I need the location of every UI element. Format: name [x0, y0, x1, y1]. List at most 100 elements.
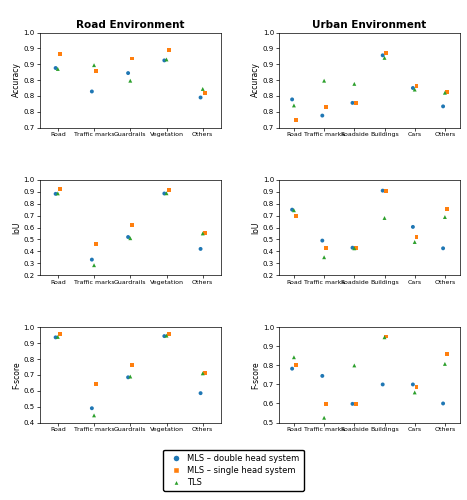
Point	[349, 400, 356, 408]
Point	[322, 103, 330, 111]
Point	[353, 244, 360, 252]
Point	[443, 88, 451, 96]
Y-axis label: Accuracy: Accuracy	[251, 62, 260, 98]
Point	[201, 229, 209, 237]
Point	[56, 186, 64, 194]
Y-axis label: F-score: F-score	[12, 361, 21, 389]
Point	[441, 213, 449, 221]
Legend: MLS – double head system, MLS – single head system, TLS: MLS – double head system, MLS – single h…	[163, 450, 304, 491]
Point	[322, 244, 330, 252]
Point	[54, 333, 62, 341]
Point	[88, 404, 96, 412]
Point	[56, 50, 64, 58]
Point	[351, 80, 358, 88]
Point	[322, 400, 330, 408]
Point	[92, 380, 100, 388]
Point	[124, 374, 132, 382]
Point	[129, 54, 136, 62]
Point	[165, 186, 172, 194]
Point	[290, 206, 297, 214]
Point	[161, 190, 168, 198]
Point	[379, 52, 386, 60]
Point	[199, 85, 206, 93]
Point	[441, 88, 449, 96]
Point	[290, 102, 297, 110]
Point	[90, 61, 98, 69]
Y-axis label: F-score: F-score	[251, 361, 260, 389]
Point	[320, 76, 328, 84]
Point	[90, 412, 98, 420]
Point	[351, 362, 358, 370]
Point	[320, 414, 328, 422]
Point	[165, 330, 172, 338]
Point	[411, 238, 418, 246]
Point	[289, 96, 296, 104]
Point	[127, 76, 134, 84]
Point	[353, 99, 360, 107]
Point	[52, 334, 59, 342]
Point	[381, 334, 388, 342]
Point	[413, 382, 420, 390]
Title: Road Environment: Road Environment	[76, 20, 184, 30]
Y-axis label: IoU: IoU	[251, 222, 260, 234]
Point	[382, 187, 390, 195]
Point	[54, 65, 62, 73]
Point	[409, 84, 417, 92]
Point	[197, 94, 204, 102]
Point	[201, 90, 209, 98]
Y-axis label: IoU: IoU	[12, 222, 21, 234]
Point	[439, 102, 447, 110]
Point	[127, 372, 134, 380]
Point	[382, 332, 390, 340]
Point	[292, 362, 299, 370]
Point	[439, 244, 447, 252]
Y-axis label: Accuracy: Accuracy	[12, 62, 21, 98]
Point	[56, 330, 64, 338]
Point	[379, 380, 386, 388]
Point	[441, 360, 449, 368]
Point	[124, 233, 132, 241]
Point	[90, 261, 98, 269]
Point	[379, 186, 386, 194]
Point	[349, 244, 356, 252]
Point	[320, 253, 328, 261]
Point	[52, 64, 59, 72]
Point	[129, 362, 136, 370]
Title: Urban Environment: Urban Environment	[312, 20, 426, 30]
Point	[199, 370, 206, 378]
Point	[163, 332, 170, 340]
Point	[409, 380, 417, 388]
Point	[411, 388, 418, 396]
Point	[88, 256, 96, 264]
Point	[351, 244, 358, 252]
Point	[88, 88, 96, 96]
Point	[92, 240, 100, 248]
Point	[411, 86, 418, 94]
Point	[318, 236, 326, 244]
Point	[439, 400, 447, 407]
Point	[318, 112, 326, 120]
Point	[413, 82, 420, 90]
Point	[199, 230, 206, 237]
Point	[161, 332, 168, 340]
Point	[443, 205, 451, 213]
Point	[381, 54, 388, 62]
Point	[290, 353, 297, 361]
Point	[163, 56, 170, 64]
Point	[292, 212, 299, 220]
Point	[353, 400, 360, 408]
Point	[382, 49, 390, 57]
Point	[349, 99, 356, 107]
Point	[52, 190, 59, 198]
Point	[197, 245, 204, 253]
Point	[409, 223, 417, 231]
Point	[127, 234, 134, 242]
Point	[161, 56, 168, 64]
Point	[124, 69, 132, 77]
Point	[413, 233, 420, 241]
Point	[289, 364, 296, 372]
Point	[289, 206, 296, 214]
Point	[165, 46, 172, 54]
Point	[129, 221, 136, 229]
Point	[54, 190, 62, 198]
